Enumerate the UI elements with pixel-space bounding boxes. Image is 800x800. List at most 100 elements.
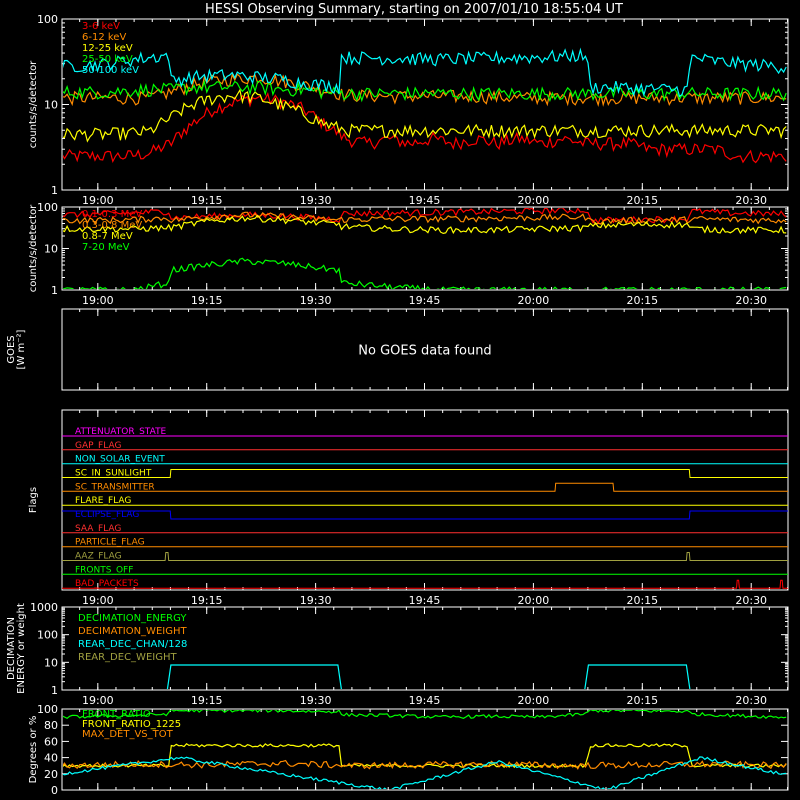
lo-energy-count-rates-legend-3-6-kev: 3-6 keV <box>82 21 120 32</box>
flag-label-non-solar-event: NON_SOLAR_EVENT <box>75 455 165 465</box>
flag-line-aaz-flag <box>62 552 788 561</box>
lo-energy-count-rates-y-tick-label: 100 <box>37 13 58 26</box>
decimation-x-tick-label: 19:45 <box>409 694 441 707</box>
flags-x-tick-label: 20:15 <box>626 594 658 607</box>
goes-axes <box>61 308 789 391</box>
hi-energy-count-rates-series-7-20-mev <box>63 257 787 289</box>
ratios-y-tick-label: 80 <box>44 719 58 732</box>
lo-energy-count-rates-x-tick-label: 20:30 <box>735 194 767 207</box>
flags-x-tick-label: 20:30 <box>735 594 767 607</box>
decimation-x-tick-label: 19:15 <box>191 694 223 707</box>
ratios-y-axis: 0 20 40 60 80 100 <box>37 703 788 797</box>
flag-label-sc-transmitter: SC_TRANSMITTER <box>75 482 155 492</box>
hi-energy-count-rates-series-0-3-0-8-mev <box>63 211 787 226</box>
decimation-legend: DECIMATION_ENERGY DECIMATION_WEIGHT REAR_D… <box>78 613 187 663</box>
goes-ylabel: GOES <box>6 335 17 363</box>
ratios-series-group <box>63 710 787 789</box>
ratios-y-tick-label: 20 <box>44 768 58 781</box>
lo-energy-count-rates-series-50-100-kev <box>63 47 787 98</box>
lo-energy-count-rates-legend-6-12-kev: 6-12 keV <box>82 32 126 43</box>
ratios-y-tick-label: 40 <box>44 752 58 765</box>
hi-energy-count-rates-y-tick-label: 10 <box>44 243 58 256</box>
flag-label-saa-flag: SAA_FLAG <box>75 524 121 534</box>
lo-energy-count-rates-x-tick-label: 19:45 <box>409 194 441 207</box>
hi-energy-count-rates-x-tick-label: 19:15 <box>191 294 223 307</box>
decimation-y-tick-label: 1000 <box>30 601 58 614</box>
lo-energy-count-rates-legend-12-25-kev: 12-25 keV <box>82 43 133 54</box>
lo-energy-count-rates-axes: 19:00 19:15 19:30 19:45 20:00 20:15 20:30 <box>61 18 789 207</box>
ratios-legend: FRONT_RATIOFRONT_RATIO_1225MAX_DET_VS_TO… <box>82 709 181 740</box>
ratios-y-tick-label: 100 <box>37 703 58 716</box>
decimation-x-tick-label: 19:00 <box>82 694 114 707</box>
flag-label-attenuator-state: ATTENUATOR_STATE <box>75 427 167 437</box>
ratios-legend-max-det-vs-tot: MAX_DET_VS_TOT <box>82 729 174 740</box>
lo-energy-count-rates-series-3-6-kev <box>63 91 787 164</box>
decimation-series-rear-dec-chan-128 <box>166 664 691 689</box>
hi-energy-count-rates-legend-0-1-0-3-mev: 0.1-0.3 MeV <box>82 209 142 220</box>
flag-label-gap-flag: GAP_FLAG <box>75 441 121 451</box>
decimation-legend-decimation-weight: DECIMATION_WEIGHT <box>78 626 187 637</box>
panels: 19:00 19:15 19:30 19:45 20:00 20:15 20:30 count… <box>6 13 789 797</box>
hi-energy-count-rates-series-0-1-0-3-mev <box>63 208 787 225</box>
ratios-axes <box>61 708 789 791</box>
flag-line-sc-in-sunlight <box>62 469 788 478</box>
lo-energy-count-rates-legend-50-100-kev: 50-100 keV <box>82 65 139 76</box>
decimation-x-tick-label: 20:30 <box>735 694 767 707</box>
hi-energy-count-rates-x-tick-label: 19:00 <box>82 294 114 307</box>
hi-energy-count-rates-x-tick-label: 19:30 <box>300 294 332 307</box>
decimation-ylabel: ENERGY or weight <box>16 603 27 694</box>
hi-energy-count-rates-x-tick-label: 20:30 <box>735 294 767 307</box>
flag-label-aaz-flag: AAZ_FLAG <box>75 552 122 562</box>
decimation-y-axis: 1 10 100 1000 <box>30 601 788 697</box>
flags-ylabel: Flags <box>28 487 39 513</box>
decimation-legend-rear-dec-weight: REAR_DEC_WEIGHT <box>78 652 177 663</box>
decimation-x-tick-label: 20:15 <box>626 694 658 707</box>
ratios-series-unnamed <box>63 756 787 789</box>
lo-energy-count-rates-x-tick-label: 20:00 <box>518 194 550 207</box>
lo-energy-count-rates-y-axis: 1 10 100 <box>37 13 788 197</box>
hi-energy-count-rates-legend-0-8-7-mev: 0.8-7 MeV <box>82 231 133 242</box>
decimation-legend-rear-dec-chan-128: REAR_DEC_CHAN/128 <box>78 639 187 650</box>
flag-line-sc-transmitter <box>62 482 788 492</box>
hi-energy-count-rates-y-tick-label: 100 <box>37 201 58 214</box>
flag-label-particle-flag: PARTICLE_FLAG <box>75 538 145 548</box>
ratios-series-max-det-vs-tot <box>63 759 787 770</box>
flag-label-fronts-off: FRONTS_OFF <box>75 565 133 575</box>
figure-title: HESSI Observing Summary, starting on 200… <box>205 2 623 17</box>
decimation-series-group <box>166 664 691 689</box>
hi-energy-count-rates-series-group <box>63 208 787 289</box>
hi-energy-count-rates-legend-7-20-mev: 7-20 MeV <box>82 242 130 253</box>
hi-energy-count-rates-x-tick-label: 19:45 <box>409 294 441 307</box>
flags-x-tick-label: 19:45 <box>409 594 441 607</box>
ratios-y-tick-label: 0 <box>51 784 58 797</box>
decimation-ylabel: DECIMATION <box>6 617 17 680</box>
flags-x-tick-label: 19:15 <box>191 594 223 607</box>
lo-energy-count-rates-y-tick-label: 1 <box>51 184 58 197</box>
hi-energy-count-rates-y-axis: 1 10 100 <box>37 201 788 297</box>
decimation-x-tick-label: 19:30 <box>300 694 332 707</box>
lo-energy-count-rates-ylabel: counts/s/detector <box>28 60 39 148</box>
hi-energy-count-rates-x-tick-label: 20:00 <box>518 294 550 307</box>
flags-x-tick-label: 20:00 <box>518 594 550 607</box>
flag-label-bad-packets: BAD_PACKETS <box>75 579 139 589</box>
hi-energy-count-rates-y-tick-label: 1 <box>51 284 58 297</box>
flags-x-tick-label: 19:30 <box>300 594 332 607</box>
lo-energy-count-rates-x-tick-label: 20:15 <box>626 194 658 207</box>
flag-line-eclipse-flag <box>62 510 788 520</box>
decimation-axes: 19:00 19:15 19:30 19:45 20:00 20:15 20:30 <box>61 606 789 707</box>
ratios-legend-front-ratio-1225: FRONT_RATIO_1225 <box>82 719 181 730</box>
lo-energy-count-rates-legend-25-50-kev: 25-50 keV <box>82 54 133 65</box>
lo-energy-count-rates-x-tick-label: 19:30 <box>300 194 332 207</box>
ratios-series-front-ratio <box>63 710 787 720</box>
ratios-ylabel: Degrees or % <box>28 716 39 784</box>
goes-ylabel: [W m⁻²] <box>16 329 27 369</box>
decimation-x-tick-label: 20:00 <box>518 694 550 707</box>
hi-energy-count-rates-x-tick-label: 20:15 <box>626 294 658 307</box>
decimation-y-tick-label: 10 <box>44 656 58 669</box>
flag-line-bad-packets <box>62 579 788 589</box>
lo-energy-count-rates-x-tick-label: 19:00 <box>82 194 114 207</box>
goes-message: No GOES data found <box>358 344 491 359</box>
